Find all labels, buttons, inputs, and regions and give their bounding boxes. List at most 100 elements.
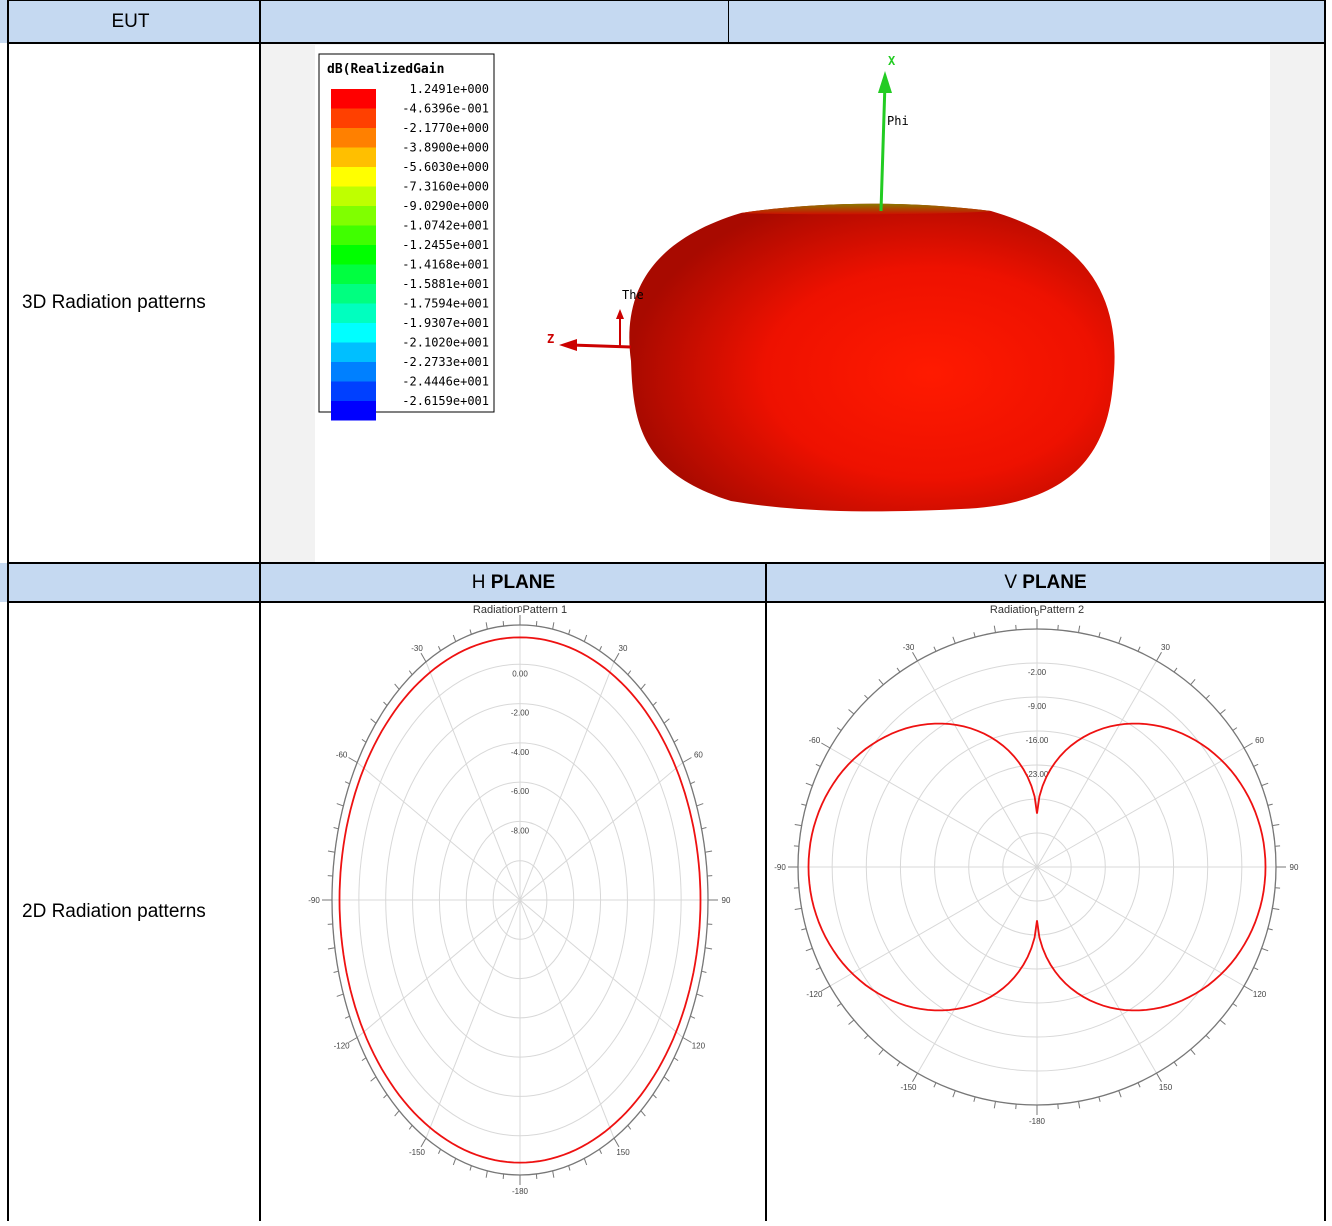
grid-line [7, 562, 1326, 564]
polar-radial-label: -8.00 [511, 826, 530, 835]
polar-angle-label: -60 [336, 751, 348, 760]
eut-value-a-cell [261, 0, 729, 43]
polar-tick [614, 1138, 619, 1147]
polar-tick [641, 1111, 645, 1116]
polar-angle-label: 90 [722, 896, 731, 905]
polar-tick [614, 653, 619, 662]
polar-tick [599, 646, 601, 651]
polar-tick [584, 635, 586, 642]
polar-radial-label: -6.00 [511, 787, 530, 796]
legend-value: -1.4168e+001 [402, 258, 489, 272]
row-plane-label-cell [0, 563, 261, 602]
polar-angle-label: -120 [334, 1042, 351, 1051]
legend-swatch [331, 304, 376, 324]
polar-grid-spoke [520, 900, 614, 1138]
polar-tick [816, 764, 821, 766]
x-axis-label: X [888, 54, 896, 68]
polar-tick [806, 783, 813, 785]
grid-line [7, 0, 1326, 1]
plot-3d-frame: dB(RealizedGain 1.2491e+000-4.6396e-001-… [261, 43, 1325, 563]
legend-swatch [331, 206, 376, 226]
polar-tick [705, 948, 712, 949]
polar-tick [1138, 647, 1140, 652]
gain-legend: dB(RealizedGain 1.2491e+000-4.6396e-001-… [319, 54, 494, 421]
polar-tick [1262, 783, 1269, 785]
polar-tick [821, 743, 830, 748]
phi-label: Phi [887, 114, 909, 128]
polar-grid-spoke [426, 900, 520, 1138]
polar-tick [349, 1038, 358, 1043]
polar-tick [569, 630, 570, 635]
legend-swatch [331, 109, 376, 129]
legend-swatch [331, 382, 376, 402]
polar-radial-label: -2.00 [511, 709, 530, 718]
legend-swatch [331, 128, 376, 148]
polar-tick [584, 1158, 586, 1165]
polar-tick [371, 719, 376, 723]
z-axis-label: Z [547, 332, 554, 346]
polar-tick [683, 1038, 692, 1043]
polar-tick [897, 668, 900, 672]
polar-tick [934, 647, 936, 652]
polar-grid-spoke [1037, 748, 1244, 867]
polar-tick [1206, 1035, 1210, 1039]
legend-value: -2.1020e+001 [402, 336, 489, 350]
theta-label: The [622, 288, 644, 302]
grid-line [7, 0, 9, 1221]
polar-grid-spoke [830, 748, 1037, 867]
polar-grid-spoke [830, 867, 1037, 986]
polar-tick [453, 1158, 455, 1165]
legend-value: -9.0290e+000 [402, 199, 489, 213]
polar-tick [1119, 637, 1121, 644]
polar-tick [934, 1083, 936, 1088]
polar-grid-spoke [520, 900, 683, 1038]
polar-tick [486, 1171, 487, 1178]
polar-tick [1220, 1020, 1225, 1024]
polar-angle-label: -150 [409, 1148, 426, 1157]
row-2d-label: 2D Radiation patterns [22, 901, 206, 923]
polar-tick [384, 1094, 388, 1098]
polar-radial-label: 0.00 [512, 669, 528, 678]
polar-tick [849, 1020, 854, 1024]
legend-swatch [331, 245, 376, 265]
h-plane-prefix: H [472, 572, 491, 594]
polar-angle-label: 150 [1159, 1083, 1173, 1092]
polar-angle-label: -180 [512, 1187, 529, 1196]
polar-tick [470, 630, 471, 635]
polar-tick [1268, 804, 1273, 805]
polar-angle-label: 90 [1290, 863, 1299, 872]
polar-tick [702, 828, 707, 829]
polar-tick [328, 948, 335, 949]
polar-tick [345, 782, 350, 784]
polar-tick [337, 804, 344, 806]
polar-radial-label: -4.00 [511, 748, 530, 757]
polar-tick [864, 695, 868, 699]
legend-value: -1.7594e+001 [402, 297, 489, 311]
legend-value: -4.6396e-001 [402, 102, 489, 116]
polar-tick [371, 1077, 376, 1081]
polar-angle-label: -120 [806, 990, 823, 999]
polar-tick [486, 622, 487, 629]
polar-angle-label: -30 [411, 644, 423, 653]
polar-tick [1233, 728, 1237, 731]
legend-swatch [331, 148, 376, 168]
polar-tick [697, 994, 704, 996]
polar-chart-1: Radiation Pattern 10306090120150-180-150… [261, 602, 766, 1221]
legend-swatch [331, 343, 376, 363]
legend-value: -2.2733e+001 [402, 355, 489, 369]
polar-tick [349, 758, 358, 763]
polar-tick [664, 719, 669, 723]
polar-tick [837, 1004, 841, 1007]
polar-tick [334, 971, 339, 972]
polar-tick [705, 851, 712, 852]
polar-tick [879, 1049, 883, 1054]
eut-label: EUT [112, 11, 150, 33]
polar-tick [1268, 929, 1273, 930]
polar-tick [690, 1016, 695, 1018]
polar-grid-spoke [357, 900, 520, 1038]
polar-tick [1233, 1004, 1237, 1007]
polar-tick [409, 671, 412, 675]
polar-tick [337, 994, 344, 996]
polar-tick [953, 1091, 955, 1098]
